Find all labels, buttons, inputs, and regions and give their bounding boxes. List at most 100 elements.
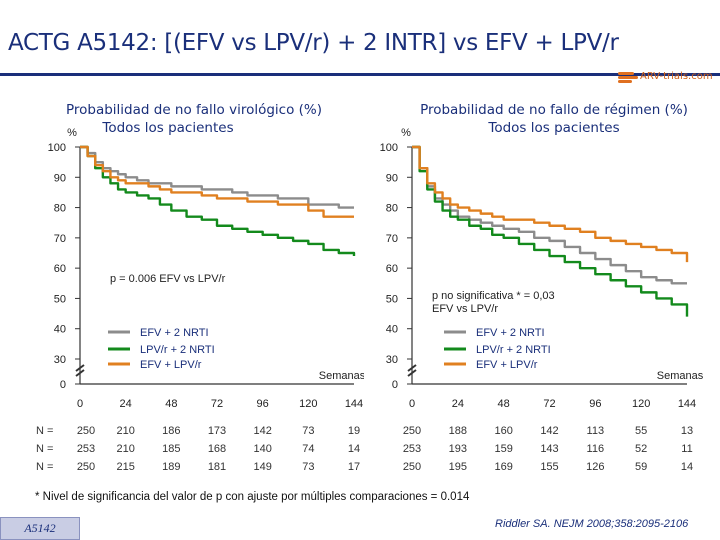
y-tick-label: 50: [386, 293, 398, 305]
n-at-risk-value: 73: [302, 461, 315, 473]
y-tick-label: 100: [380, 142, 398, 154]
x-tick-label: 48: [498, 398, 510, 410]
n-at-risk-value: 142: [253, 425, 272, 437]
n-at-risk-value: 253: [402, 443, 422, 455]
n-at-risk-value: 250: [76, 461, 96, 473]
chart-subtitle: Todos los pacientes: [487, 120, 619, 136]
n-at-risk-value: 14: [347, 443, 361, 455]
n-at-risk-value: 210: [116, 425, 135, 437]
n-at-risk-value: 11: [681, 443, 693, 455]
n-at-risk-value: 113: [586, 425, 605, 437]
p-value-annotation: p = 0.006 EFV vs LPV/r: [110, 273, 226, 285]
n-at-risk-label: N =: [36, 461, 54, 473]
n-at-risk-value: 143: [540, 443, 559, 455]
x-tick-label: 96: [589, 398, 601, 410]
chart-virologic-failure: Probabilidad de no fallo virológico (%) T…: [48, 102, 364, 410]
legend-label: EFV + 2 NRTI: [476, 327, 545, 339]
n-at-risk-value: 188: [448, 425, 467, 437]
y-tick-label: 50: [54, 293, 66, 305]
x-axis-label: Semanas: [319, 370, 364, 382]
n-at-risk-value: 19: [347, 425, 361, 437]
n-at-risk-value: 155: [540, 461, 559, 473]
y-tick-label: 70: [386, 233, 398, 245]
chart-title: Probabilidad de no fallo virológico (%): [66, 102, 322, 118]
n-at-risk-value: 159: [494, 443, 513, 455]
legend-label: EFV + LPV/r: [476, 359, 538, 371]
series-line-lpv-r-2-nrti: [80, 145, 356, 257]
n-at-risk-value: 140: [253, 443, 272, 455]
n-at-risk-value: 193: [448, 443, 467, 455]
series-line-efv-2-nrti: [412, 145, 687, 285]
n-at-risk-row: N = 250 215 189 181 149 73 17: [0, 461, 380, 475]
n-at-risk-value: 186: [162, 425, 181, 437]
x-tick-label: 120: [632, 398, 650, 410]
n-at-risk-value: 17: [347, 461, 361, 473]
legend-label: EFV + LPV/r: [140, 359, 202, 371]
n-at-risk-value: 55: [635, 425, 648, 437]
y-tick-label: 90: [386, 172, 398, 184]
n-at-risk-value: 168: [207, 443, 227, 455]
n-at-risk-value: 59: [635, 461, 648, 473]
n-at-risk-row: N = 250 210 186 173 142 73 19: [0, 425, 380, 439]
x-tick-label: 144: [678, 398, 696, 410]
logo-text: ARV-trials.com: [640, 71, 713, 82]
x-tick-label: 144: [345, 398, 363, 410]
x-tick-label: 72: [211, 398, 223, 410]
legend-label: LPV/r + 2 NRTI: [140, 344, 215, 356]
n-at-risk-value: 173: [207, 425, 227, 437]
reference: Riddler SA. NEJM 2008;358:2095-2106: [495, 518, 689, 530]
x-tick-label: 24: [452, 398, 464, 410]
legend-label: LPV/r + 2 NRTI: [476, 344, 551, 356]
y-tick-label: 40: [54, 324, 66, 336]
y-tick-label: 30: [386, 354, 398, 366]
n-at-risk-label: N =: [36, 425, 54, 437]
p-value-annotation: p no significativa * = 0,03: [432, 290, 555, 302]
footnote: * Nivel de significancia del valor de p …: [35, 491, 470, 503]
study-badge: A5142: [0, 517, 80, 540]
n-at-risk-value: 149: [253, 461, 272, 473]
n-at-risk-row: 250 195 169 155 126 59 14: [380, 461, 720, 475]
arv-trials-logo: ARV-trials.com: [618, 68, 713, 88]
n-at-risk-value: 210: [116, 443, 135, 455]
n-at-risk-value: 185: [162, 443, 181, 455]
y-tick-label: 30: [54, 354, 66, 366]
n-at-risk-value: 215: [116, 461, 135, 473]
x-axis-label: Semanas: [657, 370, 704, 382]
series-line-efv-lpv-r: [80, 145, 354, 218]
y-tick-label: 80: [54, 203, 66, 215]
y-tick-label: 90: [54, 172, 66, 184]
p-value-annotation-2: EFV vs LPV/r: [432, 303, 498, 315]
n-at-risk-value: 13: [680, 425, 694, 437]
series-line-efv-lpv-r: [412, 145, 689, 263]
y-tick-label: 100: [48, 142, 66, 154]
logo-icon: [618, 72, 642, 84]
n-at-risk-value: 253: [76, 443, 96, 455]
series-line-lpv-r-2-nrti: [412, 145, 689, 317]
title-rule: [0, 73, 720, 76]
axis-break-mark: [75, 369, 85, 377]
y-tick-label: 70: [54, 233, 66, 245]
series-line-efv-2-nrti: [80, 145, 354, 209]
y-tick-label: 60: [386, 263, 398, 275]
n-at-risk-value: 142: [540, 425, 559, 437]
n-at-risk-value: 169: [494, 461, 513, 473]
y-tick-label: 80: [386, 203, 398, 215]
n-at-risk-row: 250 188 160 142 113 55 13: [380, 425, 720, 439]
x-tick-label: 120: [299, 398, 317, 410]
chart-subtitle: Todos los pacientes: [101, 120, 233, 136]
n-at-risk-value: 195: [448, 461, 467, 473]
n-at-risk-value: 126: [586, 461, 605, 473]
n-at-risk-value: 250: [402, 425, 422, 437]
n-at-risk-row: N = 253 210 185 168 140 74 14: [0, 443, 380, 457]
n-at-risk-value: 250: [76, 425, 96, 437]
y-tick-label: 40: [386, 324, 398, 336]
x-tick-label: 0: [77, 398, 83, 410]
n-at-risk-row: 253 193 159 143 116 52 11: [380, 443, 720, 457]
x-tick-label: 96: [257, 398, 269, 410]
n-at-risk-value: 116: [586, 443, 605, 455]
chart-title: Probabilidad de no fallo de régimen (%): [420, 102, 688, 118]
y-axis-label: %: [67, 127, 77, 139]
n-at-risk-value: 189: [162, 461, 181, 473]
x-tick-label: 72: [543, 398, 555, 410]
n-at-risk-value: 250: [402, 461, 422, 473]
